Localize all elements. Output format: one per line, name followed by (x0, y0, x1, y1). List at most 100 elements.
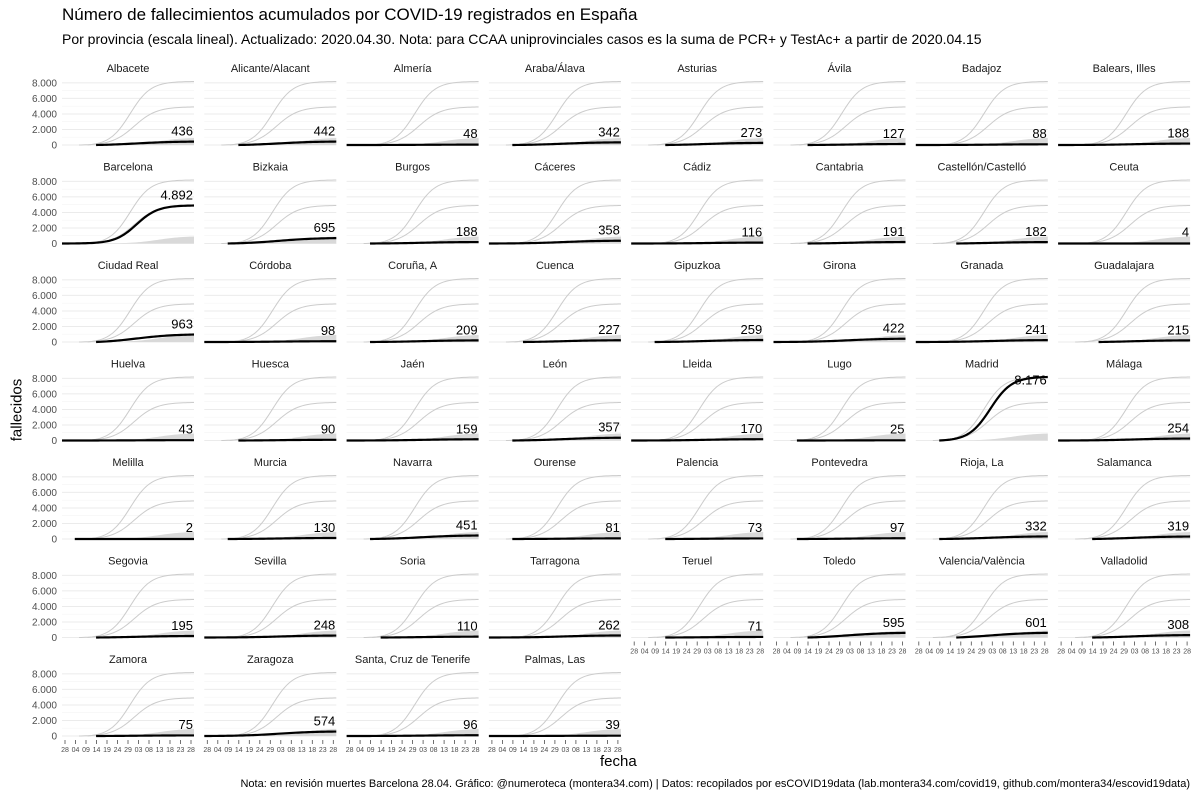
panel-38: Pontevedra 97 (773, 457, 906, 541)
x-tick-label: 24 (256, 747, 264, 754)
y-tick-label: 6.000 (32, 586, 57, 597)
value-label: 81 (605, 520, 619, 535)
y-tick-label: 2.000 (32, 125, 57, 136)
reference-line (514, 179, 621, 244)
x-tick-label: 19 (103, 747, 111, 754)
series-line (512, 436, 621, 442)
x-tick-label: 13 (156, 747, 164, 754)
reference-line (87, 179, 195, 244)
panel-title: Segovia (108, 556, 149, 568)
value-label: 116 (741, 225, 762, 240)
reference-line (229, 278, 337, 343)
panel-title: Huelva (111, 359, 146, 371)
other-provinces-band (661, 630, 764, 638)
reference-line (221, 402, 337, 441)
value-label: 159 (456, 421, 478, 436)
series-line (370, 339, 479, 344)
series-line (1092, 535, 1191, 541)
reference-line (229, 573, 337, 638)
x-tick-label: 03 (135, 747, 143, 754)
x-tick-label: 14 (946, 649, 954, 656)
value-label: 215 (1167, 322, 1189, 337)
series-line (631, 438, 764, 442)
panel-title: Almería (394, 63, 433, 75)
value-label: 436 (171, 124, 193, 139)
other-provinces-band (518, 532, 621, 539)
panel-20: Cuenca 227 (488, 260, 621, 344)
reference-line (790, 500, 906, 540)
x-tick-label: 08 (430, 747, 438, 754)
x-tick-label: 19 (1099, 649, 1107, 656)
x-tick-label: 24 (1110, 649, 1118, 656)
reference-line (1075, 500, 1191, 540)
panel-9: 0 2.000 4.000 6.000 8.000 Barcelona 4.892 (32, 162, 195, 250)
panel-15: Castellón/Castelló 182 (915, 162, 1048, 245)
y-tick-label: 0 (51, 239, 57, 250)
reference-line (648, 500, 764, 540)
value-label: 127 (883, 126, 905, 141)
series-line (61, 204, 195, 245)
series-line (1058, 142, 1191, 147)
x-tick-label: 18 (593, 747, 601, 754)
panel-11: Burgos 188 (346, 162, 479, 245)
x-tick-label: 09 (367, 747, 375, 754)
x-tick-label: 09 (1078, 649, 1086, 656)
reference-line (372, 376, 479, 441)
other-provinces-band (945, 630, 1048, 638)
panel-22: Girona 422 (773, 260, 906, 344)
value-label: 188 (1167, 126, 1189, 141)
panel-14: Cantabria 191 (773, 162, 906, 245)
x-tick-label: 03 (704, 649, 712, 656)
y-tick-label: 2.000 (32, 519, 57, 530)
x-tick-label: 28 (1057, 649, 1065, 656)
x-tick-label: 19 (388, 747, 396, 754)
x-tick-label: 24 (114, 747, 122, 754)
reference-line (514, 81, 621, 146)
reference-line (1083, 475, 1191, 540)
panel-18: Córdoba 98 (204, 260, 337, 344)
series-line (665, 635, 764, 639)
y-tick-label: 8.000 (32, 177, 57, 188)
panel-title: Zaragoza (247, 654, 294, 666)
value-label: 254 (1167, 421, 1189, 436)
reference-line (87, 278, 195, 343)
reference-line (790, 402, 906, 441)
reference-line (1083, 376, 1191, 441)
x-tick-label: 24 (683, 649, 691, 656)
x-tick-label: 19 (815, 649, 823, 656)
value-label: 195 (171, 618, 193, 633)
panel-24: Guadalajara 215 (1058, 260, 1191, 344)
x-tick-label: 24 (398, 747, 406, 754)
reference-line (514, 278, 621, 343)
panel-title: Sevilla (254, 556, 287, 568)
panel-title: Balears, Illes (1093, 63, 1156, 75)
panel-title: Burgos (395, 162, 430, 174)
x-tick-label: 03 (1131, 649, 1139, 656)
reference-line (656, 573, 764, 638)
y-tick-label: 8.000 (32, 571, 57, 582)
x-tick-label: 18 (308, 747, 316, 754)
x-tick-label: 09 (794, 649, 802, 656)
panel-44: Tarragona 262 (488, 556, 621, 639)
panel-35: Navarra 451 (346, 457, 479, 541)
panel-title: Albacete (107, 63, 150, 75)
panel-title: Palmas, Las (525, 654, 586, 666)
reference-line (941, 573, 1048, 638)
reference-line (79, 599, 195, 638)
reference-line (656, 278, 764, 343)
reference-line (798, 81, 906, 146)
x-tick-label: 09 (509, 747, 517, 754)
reference-line (229, 179, 337, 244)
value-label: 130 (314, 520, 336, 535)
x-tick-label: 14 (1089, 649, 1097, 656)
series-line (488, 239, 621, 245)
panel-title: Zamora (109, 654, 148, 666)
x-tick-label: 13 (867, 649, 875, 656)
reference-line (656, 475, 764, 540)
x-tick-label: 13 (583, 747, 591, 754)
x-tick-label: 29 (409, 747, 417, 754)
panel-title: Valencia/València (939, 556, 1026, 568)
series-line (939, 375, 1048, 442)
